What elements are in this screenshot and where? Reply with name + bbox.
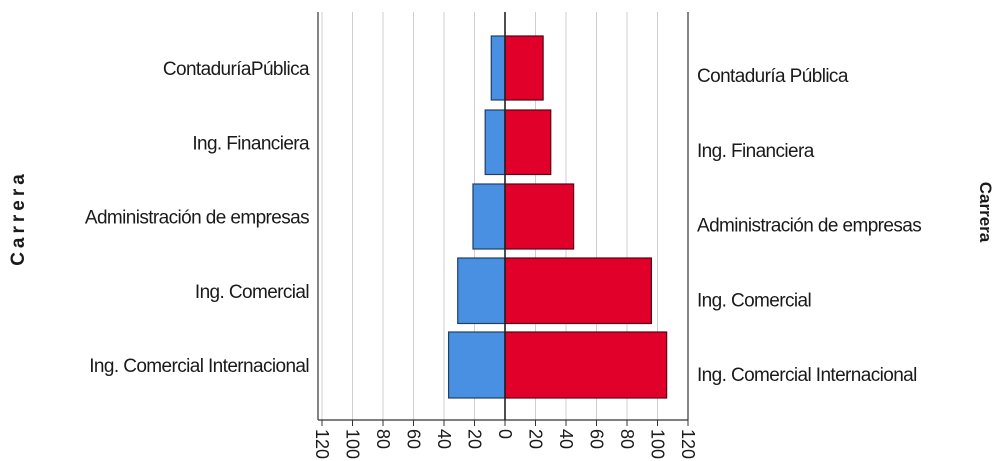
category-label-right: Ing. Financiera — [697, 141, 815, 162]
axes — [317, 12, 689, 421]
x-tick-label: 20 — [526, 429, 546, 449]
category-label-left: ContaduríaPública — [163, 59, 310, 80]
x-tick-label: 120 — [312, 429, 332, 459]
category-label-left: Ing. Financiera — [192, 133, 310, 154]
bar-right — [504, 183, 575, 250]
bar-left — [472, 183, 506, 250]
category-label-right: Contaduría Pública — [697, 66, 849, 87]
bar-left — [490, 35, 506, 101]
category-label-right: Ing. Comercial Internacional — [697, 365, 917, 386]
y-axis-label-left: Carrera — [8, 170, 29, 266]
x-tick-label: 60 — [587, 429, 607, 449]
x-tick-label: 120 — [678, 429, 698, 459]
x-tick-label: 0 — [495, 429, 515, 439]
x-tick-label: 100 — [648, 429, 668, 459]
bar-right — [504, 331, 668, 399]
x-tick-labels: 120 100 80 60 40 20 0 20 40 60 80 100 120 — [312, 420, 698, 459]
bar-left — [447, 331, 506, 399]
category-label-left: Ing. Comercial Internacional — [89, 356, 309, 377]
bar-left — [457, 257, 506, 325]
y-axis-label-right: Carrera — [976, 182, 995, 243]
x-tick-label: 40 — [434, 429, 454, 449]
x-tick-label: 20 — [465, 429, 485, 449]
x-tick-label: 80 — [373, 429, 393, 449]
category-label-left: Administración de empresas — [85, 208, 309, 229]
category-label-right: Ing. Comercial — [697, 290, 811, 311]
bars — [447, 35, 668, 399]
bar-right — [504, 35, 544, 101]
bar-right — [504, 109, 552, 176]
category-label-left: Ing. Comercial — [195, 282, 309, 303]
x-tick-label: 60 — [404, 429, 424, 449]
x-tick-label: 80 — [617, 429, 637, 449]
bar-left — [484, 109, 506, 176]
x-tick-label: 100 — [343, 429, 363, 459]
category-label-right: Administración de empresas — [697, 216, 921, 237]
x-tick-label: 40 — [556, 429, 576, 449]
bar-right — [504, 257, 652, 325]
category-labels: ContaduríaPública Contaduría Pública Ing. … — [85, 59, 922, 386]
